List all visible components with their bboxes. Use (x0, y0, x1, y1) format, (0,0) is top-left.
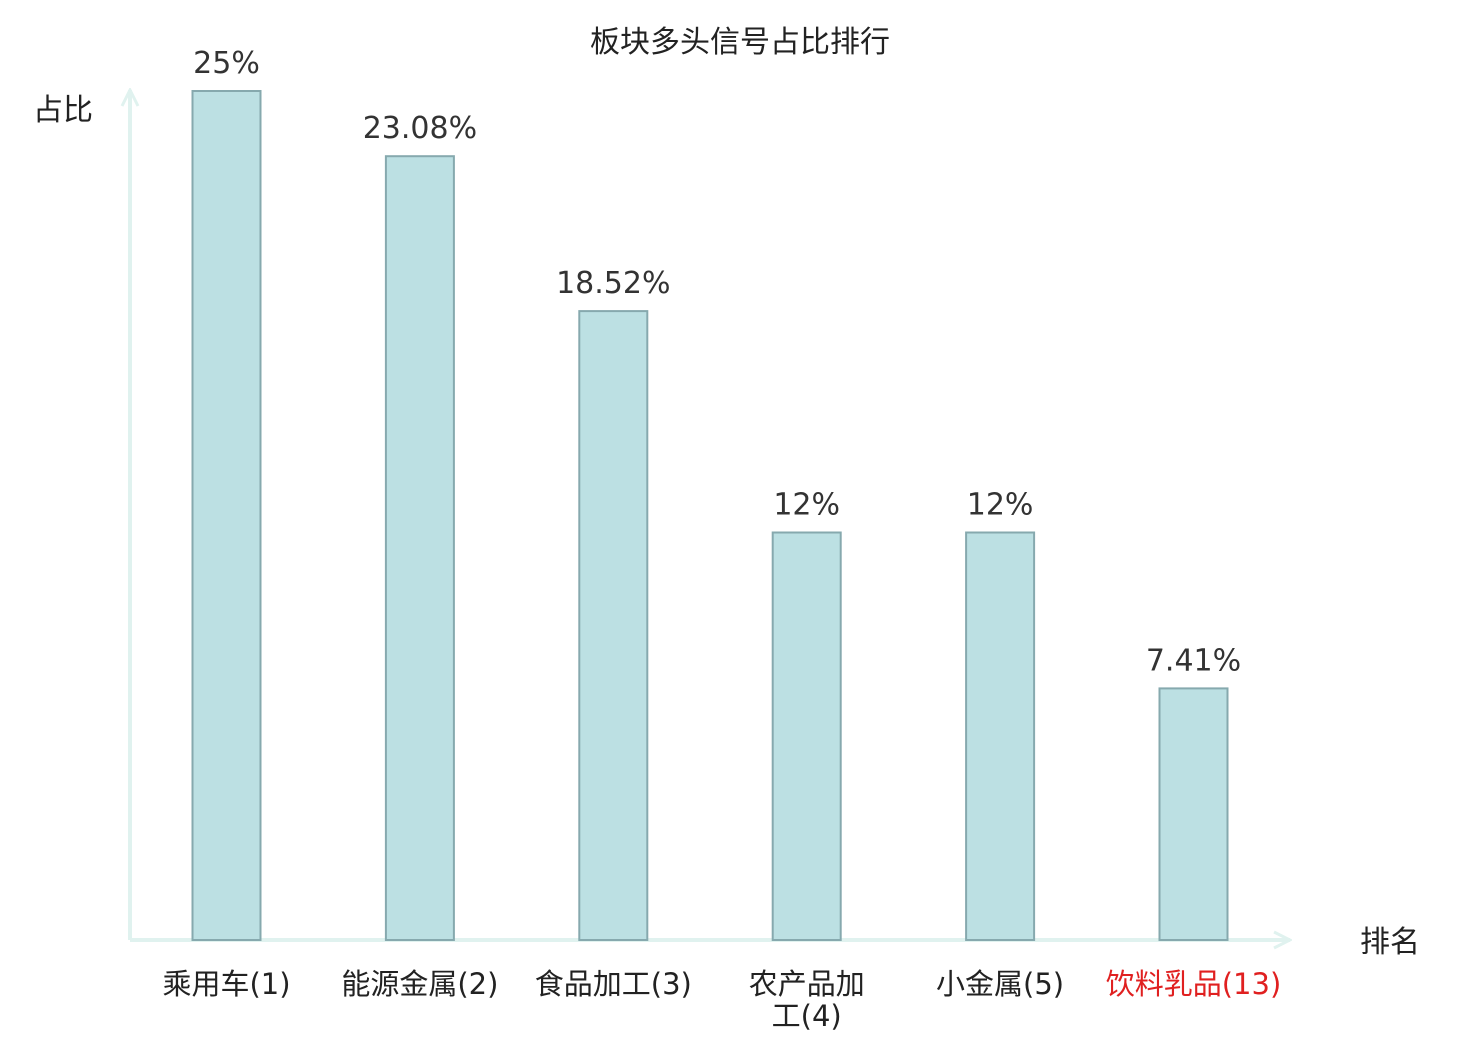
bar-6 (1158, 687, 1229, 942)
category-label-4-line-1: 农产品加 (749, 967, 865, 1001)
category-label-1: 乘用车(1) (162, 967, 290, 1001)
bar-5 (965, 531, 1036, 941)
x-axis-label: 排名 (1360, 925, 1420, 960)
bars-group (191, 90, 1229, 942)
bar-4 (771, 531, 842, 941)
category-label-4-line-2: 工(4) (772, 999, 842, 1033)
value-label-1: 25% (193, 46, 260, 81)
y-axis-label: 占比 (33, 93, 93, 128)
value-label-3: 18.52% (556, 266, 670, 301)
category-label-3: 食品加工(3) (535, 967, 692, 1001)
category-label-6: 饮料乳品(13) (1106, 967, 1282, 1001)
value-labels-group: 25% 23.08% 18.52% 12% 12% 7.41% (193, 46, 1241, 678)
bar-1 (191, 90, 262, 941)
chart-title: 板块多头信号占比排行 (590, 25, 890, 60)
category-label-2: 能源金属(2) (341, 967, 498, 1001)
value-label-5: 12% (967, 488, 1034, 523)
category-label-5: 小金属(5) (936, 967, 1064, 1001)
bar-3 (578, 310, 649, 942)
value-label-4: 12% (773, 488, 840, 523)
value-label-2: 23.08% (363, 111, 477, 146)
value-label-6: 7.41% (1146, 643, 1241, 678)
bar-2 (384, 155, 455, 941)
